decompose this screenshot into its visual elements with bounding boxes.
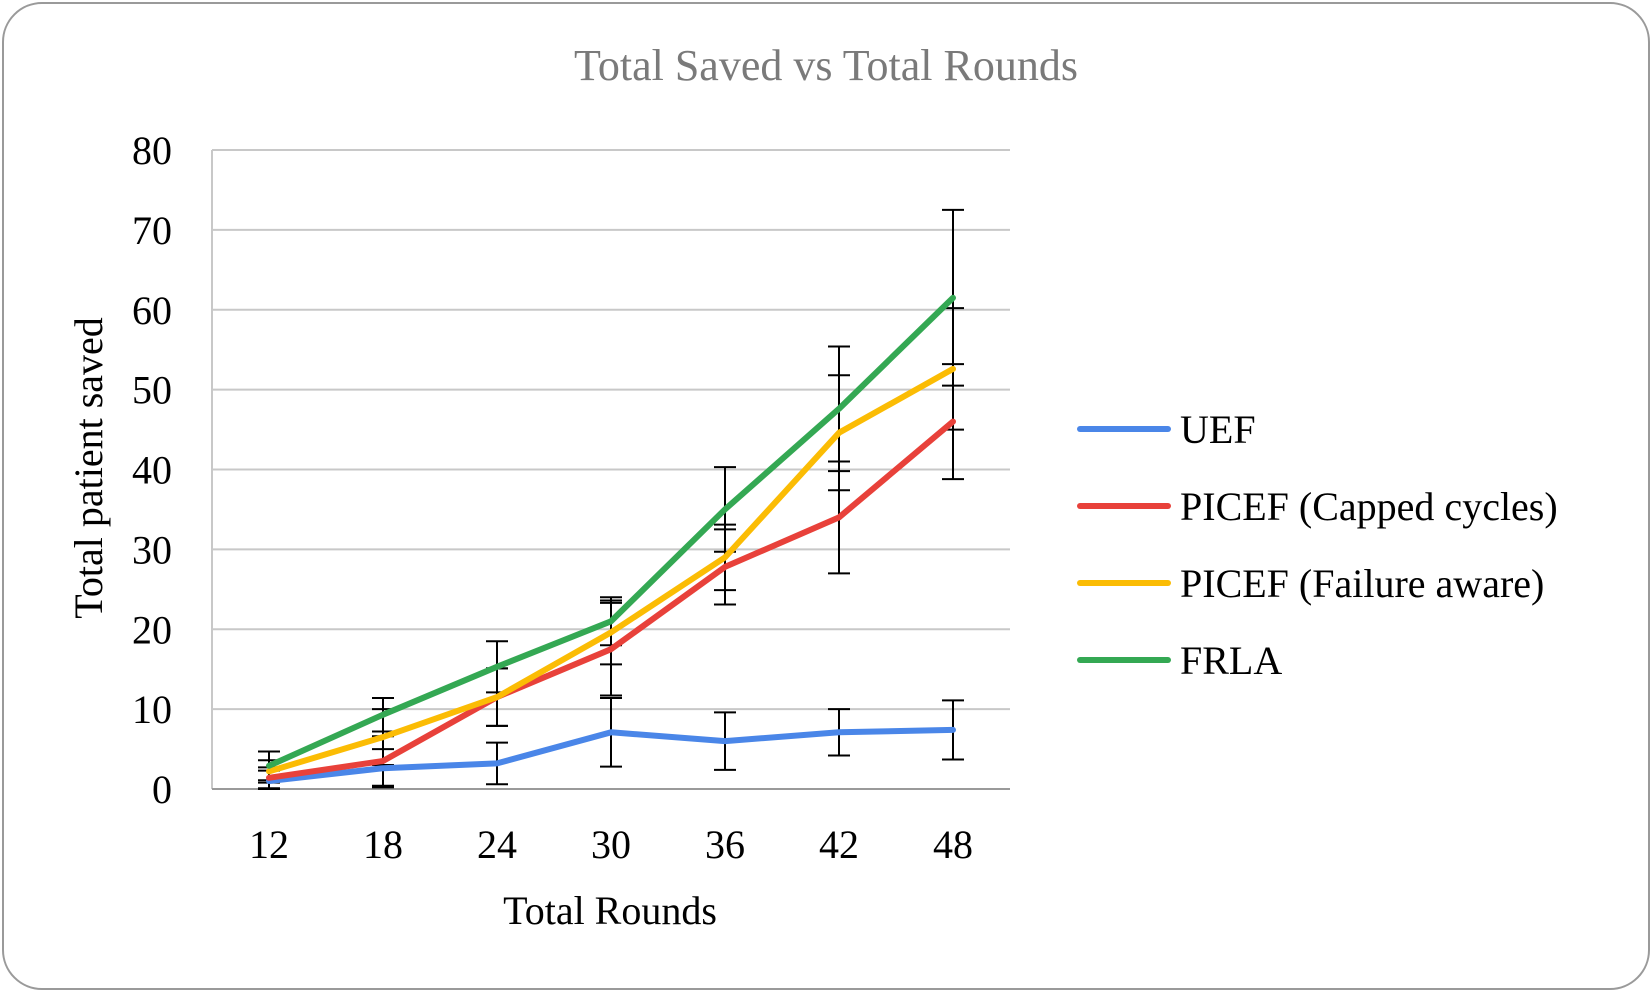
series-line-3 bbox=[266, 365, 956, 775]
axes bbox=[211, 150, 1010, 790]
y-tick-label: 50 bbox=[132, 368, 172, 413]
x-tick-label: 24 bbox=[477, 822, 517, 867]
y-tick-label: 20 bbox=[132, 607, 172, 652]
series-line-2 bbox=[266, 418, 956, 781]
series-lines bbox=[266, 294, 956, 784]
series-line-4 bbox=[266, 294, 956, 769]
y-tick-label: 80 bbox=[132, 128, 172, 173]
legend-label: PICEF (Capped cycles) bbox=[1180, 484, 1558, 529]
legend-label: UEF bbox=[1180, 407, 1256, 452]
x-tick-label: 42 bbox=[819, 822, 859, 867]
y-tick-label: 40 bbox=[132, 448, 172, 493]
x-tick-label: 18 bbox=[363, 822, 403, 867]
chart-title: Total Saved vs Total Rounds bbox=[574, 41, 1078, 90]
x-tick-label: 30 bbox=[591, 822, 631, 867]
series-line-1 bbox=[266, 726, 956, 784]
y-tick-label: 30 bbox=[132, 527, 172, 572]
y-axis-label: Total patient saved bbox=[66, 317, 111, 619]
y-tick-label: 10 bbox=[132, 687, 172, 732]
y-tick-label: 0 bbox=[152, 767, 172, 812]
y-tick-label: 60 bbox=[132, 288, 172, 333]
legend-item: PICEF (Failure aware) bbox=[1077, 561, 1544, 606]
legend-label: FRLA bbox=[1180, 638, 1282, 683]
y-tick-labels: 0 10 20 30 40 50 60 70 80 bbox=[132, 128, 172, 812]
x-tick-label: 12 bbox=[249, 822, 289, 867]
grid bbox=[212, 149, 1010, 711]
legend-item: FRLA bbox=[1077, 638, 1282, 683]
x-tick-labels: 12 18 24 30 36 42 48 bbox=[249, 822, 973, 867]
x-tick-label: 48 bbox=[933, 822, 973, 867]
x-tick-label: 36 bbox=[705, 822, 745, 867]
x-axis-label: Total Rounds bbox=[503, 888, 717, 933]
legend-label: PICEF (Failure aware) bbox=[1180, 561, 1544, 606]
legend: UEF PICEF (Capped cycles) PICEF (Failure a… bbox=[1077, 407, 1558, 683]
legend-item: UEF bbox=[1077, 407, 1256, 452]
legend-item: PICEF (Capped cycles) bbox=[1077, 484, 1558, 529]
y-tick-label: 70 bbox=[132, 208, 172, 253]
